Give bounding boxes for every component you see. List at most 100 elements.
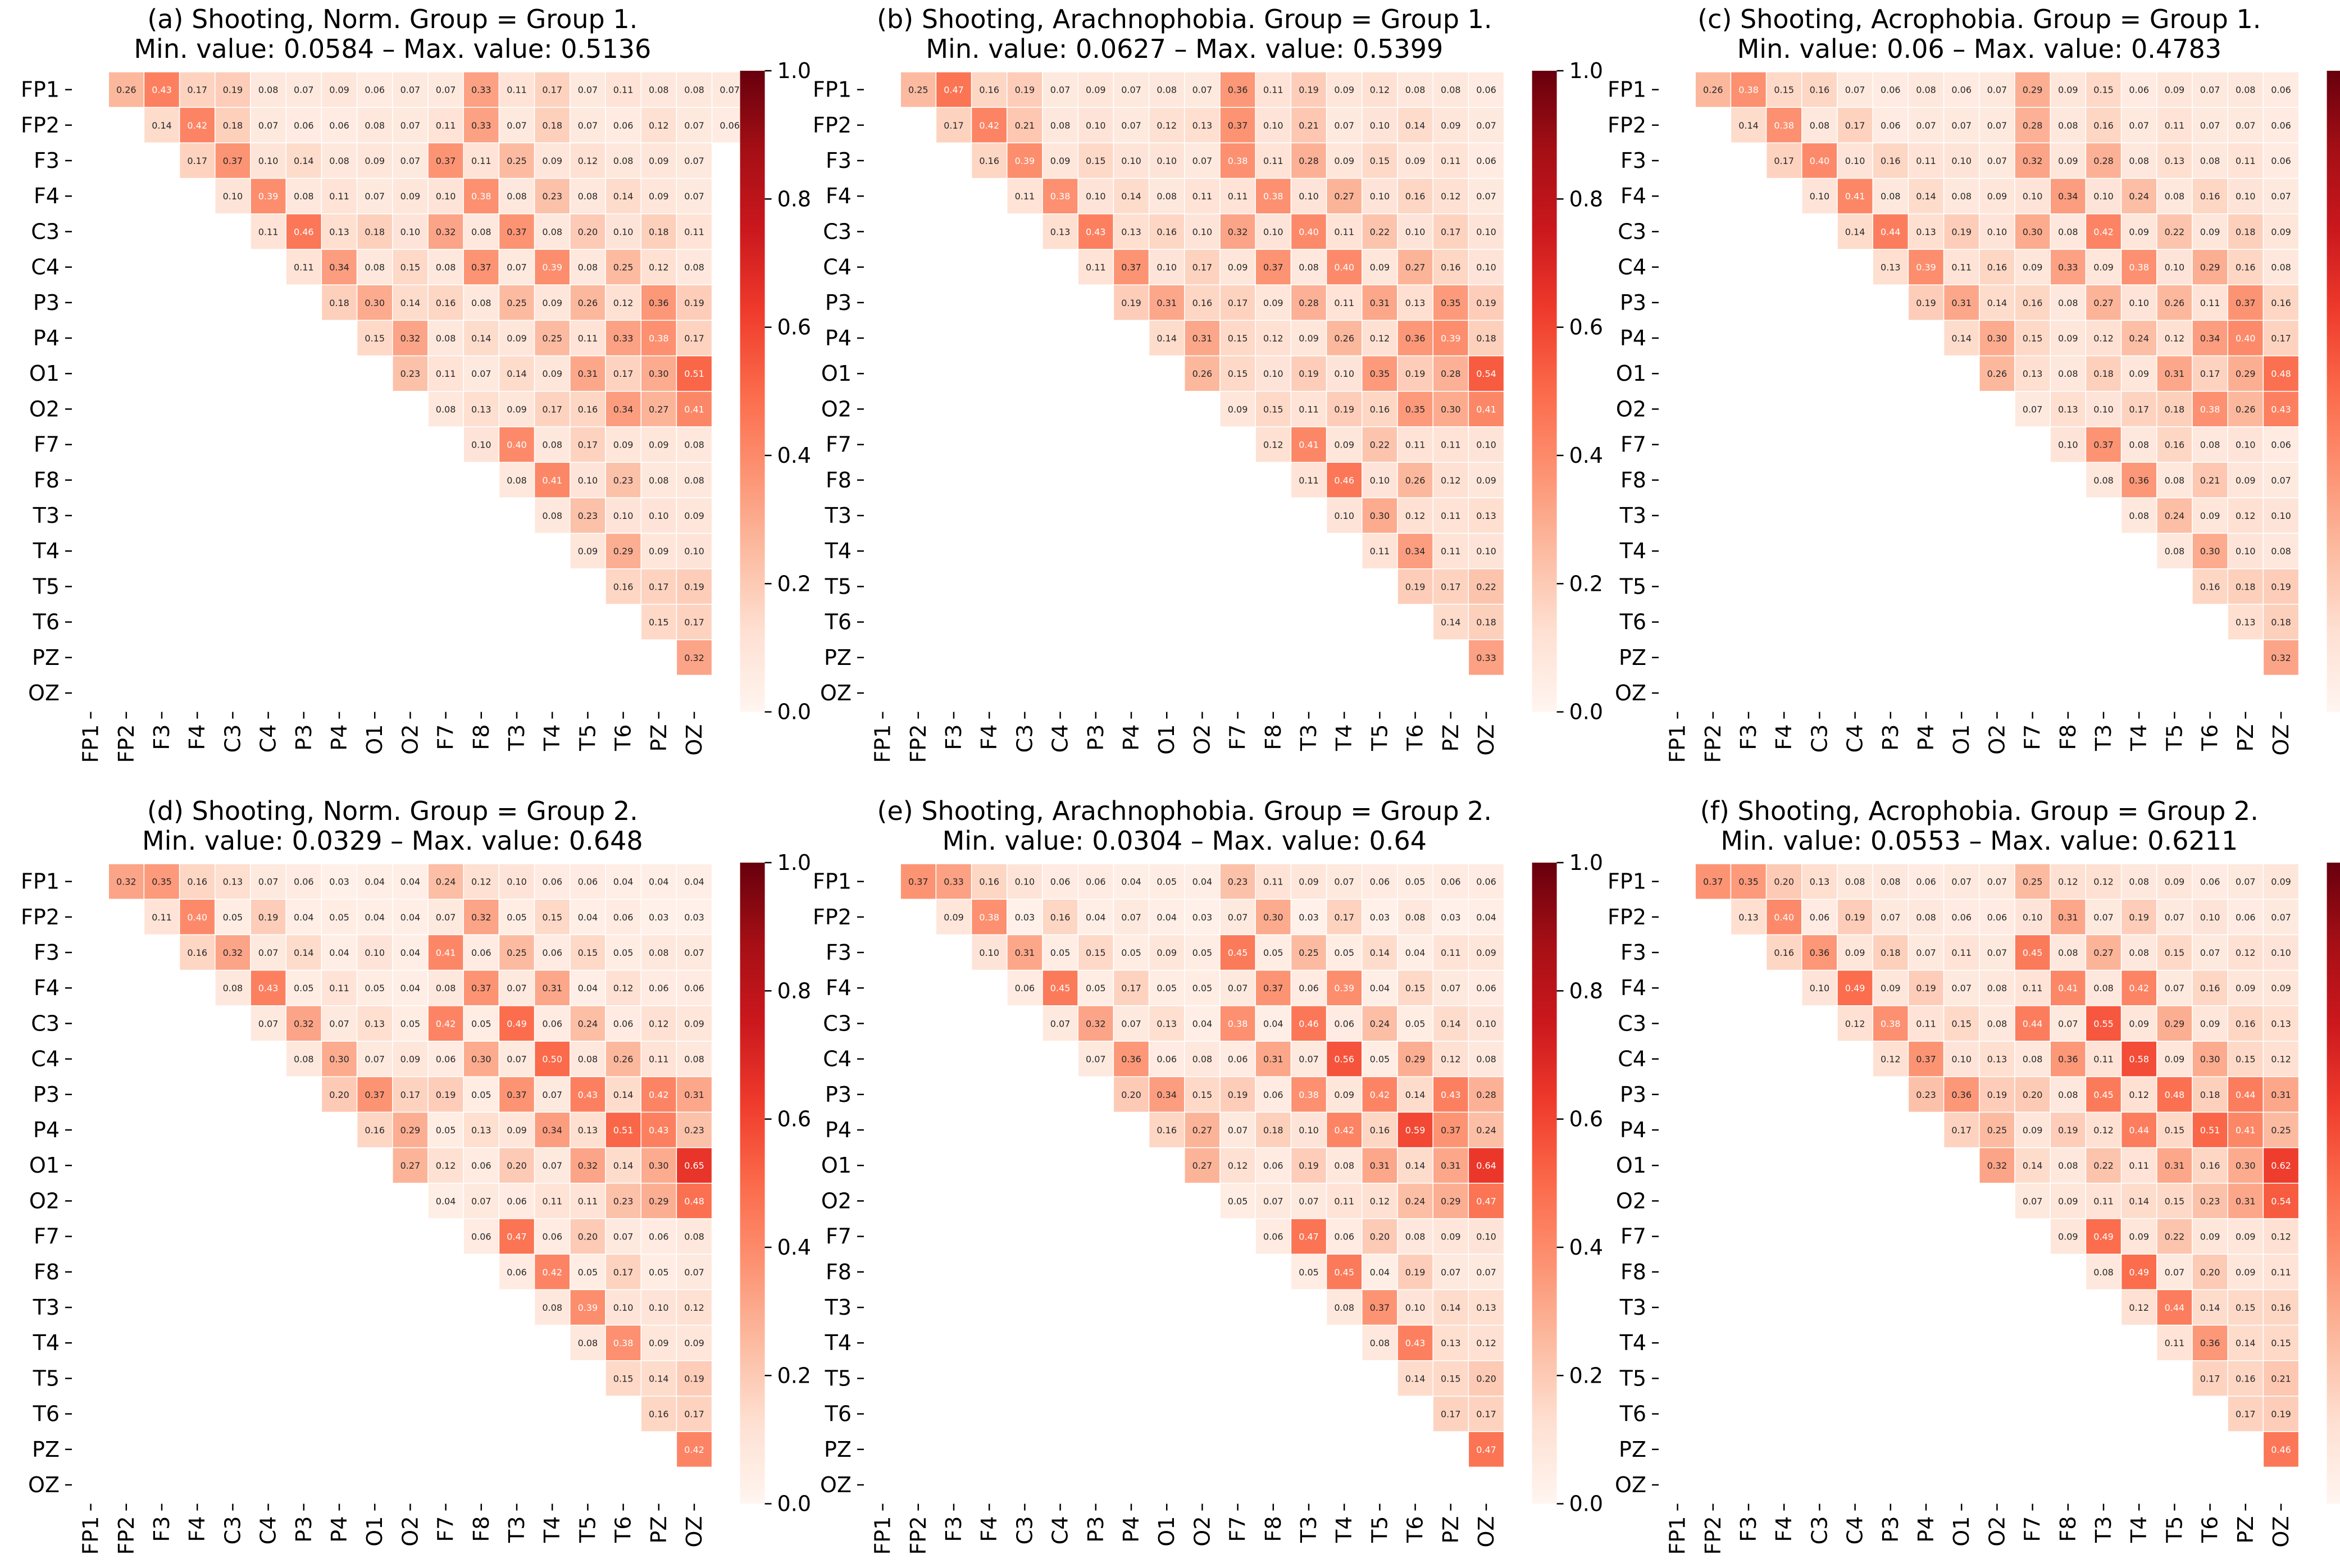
heatmap-cell [1219,107,1256,144]
cell-value-label: 0.05 [471,1018,491,1029]
heatmap-cell [1397,355,1433,392]
heatmap-cell [2262,1147,2300,1184]
cell-value-label: 0.38 [649,333,669,344]
heatmap-cell [605,1041,641,1077]
cell-value-label: 0.10 [1192,226,1213,237]
cell-value-label: 0.33 [2058,262,2078,273]
cell-value-label: 0.21 [2271,1373,2291,1384]
heatmap-cell [1979,969,2015,1006]
heatmap-cell [321,969,358,1006]
y-tick-label: FP1 [813,869,852,894]
cell-value-label: 0.06 [2271,120,2291,131]
heatmap-cell [1290,934,1327,971]
cell-value-label: 0.17 [2129,404,2149,414]
cell-value-label: 0.06 [1228,1054,1248,1065]
cell-value-label: 0.11 [1916,1018,1936,1029]
x-tick-label: F4 [977,1516,1001,1542]
cell-value-label: 0.06 [542,947,562,958]
cell-value-label: 0.44 [2023,1018,2043,1029]
x-tick-label: F3 [1736,1516,1761,1542]
cell-value-label: 0.14 [2236,1338,2256,1348]
cell-value-label: 0.09 [400,191,421,202]
y-tick-label: P3 [33,290,60,315]
heatmap-cell [321,934,358,971]
cell-value-label: 0.32 [400,333,421,344]
cell-value-label: 0.07 [1050,85,1071,95]
cell-value-label: 0.16 [1370,1125,1390,1136]
heatmap-cell [2085,934,2122,971]
cell-value-label: 0.09 [1334,85,1354,95]
heatmap-cell [2120,899,2157,936]
cell-value-label: 0.17 [613,368,634,379]
cell-value-label: 0.04 [1157,912,1177,923]
colorbar-tick-label: 0.0 [1569,1492,1603,1516]
cell-value-label: 0.45 [2093,1090,2114,1100]
cell-value-label: 0.05 [365,983,385,993]
y-tick-label: T5 [33,574,60,599]
heatmap-cell [676,213,713,250]
heatmap-cell [1432,1041,1469,1077]
cell-value-label: 0.37 [1121,262,1141,273]
cell-value-label: 0.09 [649,191,669,202]
cell-value-label: 0.09 [2058,85,2078,95]
x-tick-label: O1 [362,724,387,755]
cell-value-label: 0.32 [1228,226,1248,237]
cell-value-label: 0.06 [613,912,634,923]
cell-value-label: 0.38 [1774,120,1794,131]
cell-value-label: 0.17 [684,617,704,628]
heatmap-cell [1255,426,1292,463]
cell-value-label: 0.09 [2200,226,2220,237]
cell-value-label: 0.14 [507,368,527,379]
cell-value-label: 0.09 [1881,983,1901,993]
heatmap-cell [2262,320,2300,357]
y-tick-label: O1 [821,1153,852,1178]
cell-value-label: 0.10 [2058,440,2078,450]
cell-value-label: 0.25 [613,262,634,273]
cell-value-label: 0.07 [1987,156,2007,166]
cell-value-label: 0.14 [1845,226,1865,237]
cell-value-label: 0.09 [2271,983,2291,993]
cell-value-label: 0.07 [507,120,527,131]
heatmap-cell [285,1005,322,1042]
cell-value-label: 0.14 [1405,1160,1426,1171]
cell-value-label: 0.14 [1370,947,1390,958]
cell-value-label: 0.17 [1121,983,1141,993]
x-tick-label: FP1 [79,1516,103,1555]
heatmap-cell [498,1254,535,1291]
cell-value-label: 0.16 [2236,1373,2256,1384]
y-tick-label: F3 [826,940,852,965]
heatmap-cell [1184,107,1221,144]
cell-value-label: 0.18 [1881,947,1901,958]
cell-value-label: 0.05 [400,1018,421,1029]
cell-value-label: 0.08 [1881,191,1901,202]
cell-value-label: 0.40 [187,912,207,923]
cell-value-label: 0.12 [1476,1338,1496,1348]
heatmap-cell [2192,969,2228,1006]
cell-value-label: 0.07 [1951,983,1972,993]
heatmap-cell [534,1183,571,1219]
x-tick-label: O1 [1949,1516,1974,1547]
cell-value-label: 0.05 [649,1267,669,1278]
heatmap-cell [1255,934,1292,971]
colorbar-tick-label: 0.6 [1569,315,1603,340]
heatmap-cell [676,391,713,427]
y-tick-label: O2 [1616,396,1646,421]
x-tick-label: C4 [256,724,281,753]
y-tick-label: T3 [1619,503,1646,528]
y-tick-label: FP2 [21,905,60,929]
heatmap-cell [2050,320,2087,357]
cell-value-label: 0.45 [1050,983,1071,993]
cell-value-label: 0.10 [436,191,456,202]
x-tick-label: F3 [149,1516,174,1542]
cell-value-label: 0.12 [1441,1054,1461,1065]
cell-value-label: 0.39 [578,1302,598,1313]
x-tick-label: FP2 [1701,1516,1726,1555]
cell-value-label: 0.15 [1951,1018,1972,1029]
x-tick-label: PZ [1438,1516,1463,1544]
colorbar-tick-label: 0.2 [1569,571,1603,596]
y-tick-label: FP2 [1608,113,1646,138]
heatmap-cell [676,639,713,676]
heatmap-cell [2156,355,2193,392]
heatmap-cell [1077,969,1114,1006]
heatmap-cell [1184,1111,1221,1148]
